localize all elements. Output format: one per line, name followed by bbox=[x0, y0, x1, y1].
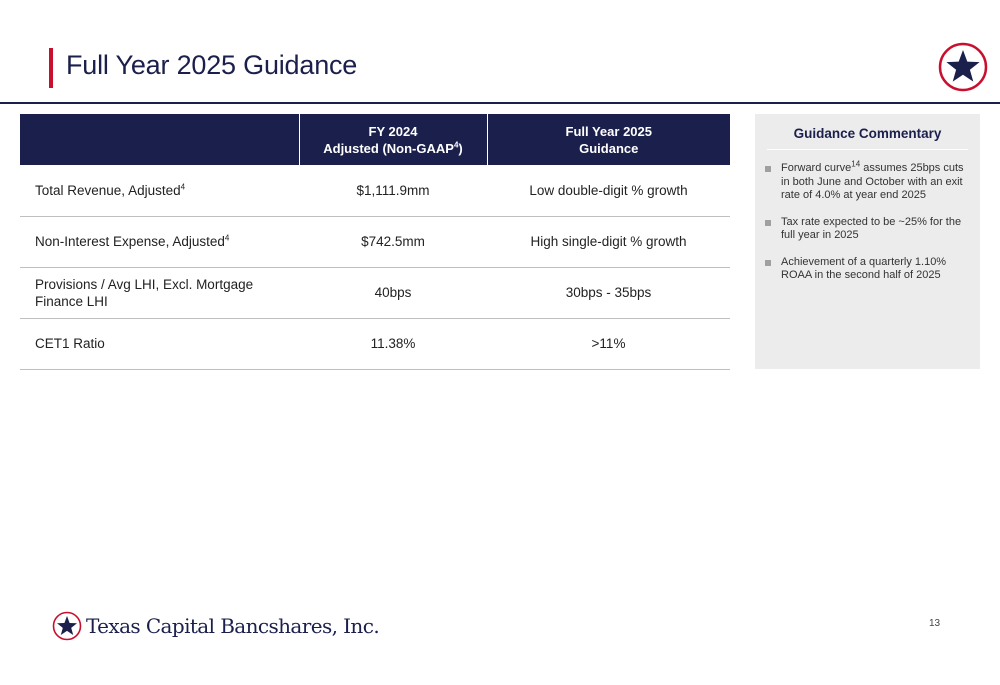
row-metric-label: Non-Interest Expense, Adjusted bbox=[35, 234, 225, 249]
header-fy2024-footnote: 4 bbox=[453, 140, 459, 150]
row-fy2024-value: 40bps bbox=[299, 267, 487, 319]
square-bullet-icon bbox=[765, 166, 771, 172]
row-guidance-value: >11% bbox=[487, 318, 730, 370]
table-row: Non-Interest Expense, Adjusted4 $742.5mm… bbox=[20, 216, 730, 268]
table-row: CET1 Ratio 11.38% >11% bbox=[20, 318, 730, 370]
table-row: Total Revenue, Adjusted4 $1,111.9mm Low … bbox=[20, 165, 730, 217]
header-metric bbox=[20, 114, 299, 165]
commentary-list: Forward curve14 assumes 25bps cuts in bo… bbox=[755, 150, 980, 283]
row-metric-label: CET1 Ratio bbox=[35, 336, 105, 351]
list-item: Achievement of a quarterly 1.10% ROAA in… bbox=[763, 256, 970, 283]
header-guidance: Full Year 2025 Guidance bbox=[486, 114, 730, 165]
page-title: Full Year 2025 Guidance bbox=[66, 50, 358, 80]
row-metric: Provisions / Avg LHI, Excl. Mortgage Fin… bbox=[20, 267, 299, 319]
row-guidance-value: High single-digit % growth bbox=[487, 216, 730, 268]
commentary-text: Tax rate expected to be ~25% for the ful… bbox=[781, 215, 962, 242]
header-fy2024-line2: Adjusted (Non-GAAP bbox=[323, 140, 454, 156]
company-logo: Texas Capital Bancshares, Inc. bbox=[52, 610, 380, 642]
row-guidance-value: 30bps - 35bps bbox=[487, 267, 730, 319]
commentary-text: Achievement of a quarterly 1.10% ROAA in… bbox=[781, 255, 947, 282]
star-badge-icon bbox=[938, 42, 988, 92]
commentary-footnote: 14 bbox=[851, 159, 861, 169]
header-fy2024-tail: ) bbox=[458, 140, 463, 156]
company-name: Texas Capital Bancshares, Inc. bbox=[86, 614, 380, 638]
table-row: Provisions / Avg LHI, Excl. Mortgage Fin… bbox=[20, 267, 730, 319]
commentary-text-cont: assumes 25bps cuts in both June and Octo… bbox=[781, 162, 964, 201]
title-accent-bar bbox=[49, 48, 53, 88]
table-header-row: FY 2024 Adjusted (Non-GAAP4) Full Year 2… bbox=[20, 114, 730, 165]
row-metric-label: Provisions / Avg LHI, Excl. Mortgage Fin… bbox=[35, 276, 254, 309]
star-logo-icon bbox=[52, 611, 82, 641]
row-metric: Total Revenue, Adjusted4 bbox=[20, 165, 299, 217]
square-bullet-icon bbox=[765, 259, 771, 266]
header-fy2024: FY 2024 Adjusted (Non-GAAP4) bbox=[298, 114, 487, 165]
commentary-title: Guidance Commentary bbox=[793, 126, 942, 141]
guidance-commentary-panel: Guidance Commentary Forward curve14 assu… bbox=[755, 114, 980, 369]
title-divider bbox=[0, 102, 1000, 104]
row-metric: Non-Interest Expense, Adjusted4 bbox=[20, 216, 299, 268]
row-metric-footnote: 4 bbox=[224, 233, 230, 243]
header-fy2024-line1: FY 2024 bbox=[368, 123, 418, 139]
row-metric-footnote: 4 bbox=[180, 182, 186, 192]
list-item: Tax rate expected to be ~25% for the ful… bbox=[763, 216, 970, 243]
page-number: 13 bbox=[929, 618, 941, 629]
commentary-text: Forward curve bbox=[781, 162, 852, 174]
row-guidance-value: Low double-digit % growth bbox=[487, 165, 730, 217]
row-fy2024-value: 11.38% bbox=[299, 318, 487, 370]
square-bullet-icon bbox=[765, 219, 771, 226]
header-guidance-line1: Full Year 2025 bbox=[565, 123, 653, 139]
header-guidance-line2: Guidance bbox=[579, 140, 639, 156]
row-fy2024-value: $742.5mm bbox=[299, 216, 487, 268]
list-item: Forward curve14 assumes 25bps cuts in bo… bbox=[763, 159, 970, 203]
guidance-table: FY 2024 Adjusted (Non-GAAP4) Full Year 2… bbox=[20, 114, 730, 370]
row-metric: CET1 Ratio bbox=[20, 318, 299, 370]
commentary-divider bbox=[767, 149, 968, 150]
row-metric-label: Total Revenue, Adjusted bbox=[35, 182, 181, 198]
row-fy2024-value: $1,111.9mm bbox=[299, 165, 487, 217]
